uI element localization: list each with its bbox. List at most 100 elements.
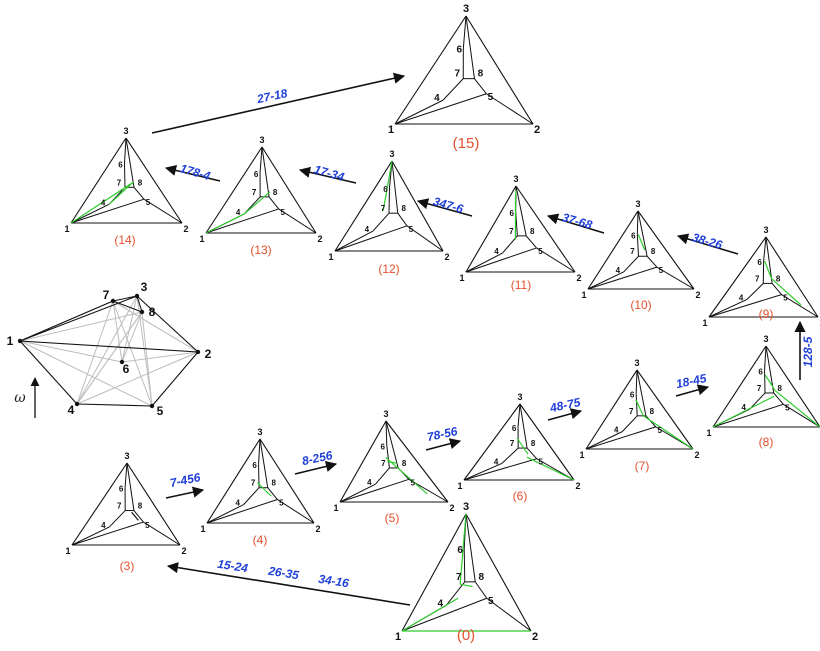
panel-edge xyxy=(463,16,466,48)
vertex-label: 8 xyxy=(530,227,535,236)
vertex-label: 4 xyxy=(494,247,499,256)
vertex-label: 7 xyxy=(117,178,122,187)
graph-edge xyxy=(20,301,113,341)
vertex-label: 3 xyxy=(763,225,768,235)
panel-edge xyxy=(464,549,465,582)
vertex-label: 5 xyxy=(538,247,543,256)
vertex-label: 8 xyxy=(778,384,783,393)
move-label: 37-68 xyxy=(560,210,594,232)
vertex-label: 8 xyxy=(138,178,143,187)
vertex-label: 2 xyxy=(695,290,700,300)
graph-vertex-label: 3 xyxy=(141,280,148,294)
panel-index: (10) xyxy=(630,298,651,312)
vertex-label: 7 xyxy=(251,479,256,488)
vertex-label: 6 xyxy=(252,461,257,470)
panel-edge xyxy=(474,79,486,94)
vertex-label: 7 xyxy=(755,274,760,283)
vertex-label: 2 xyxy=(694,450,699,460)
vertex-label: 2 xyxy=(315,524,320,534)
panel-edge xyxy=(772,283,781,294)
panel-edge xyxy=(126,138,182,223)
vertex-label: 6 xyxy=(758,367,763,376)
move-arrow: 7-456 xyxy=(166,470,203,498)
panel-index: (14) xyxy=(114,233,135,247)
vertex-label: 5 xyxy=(785,403,790,412)
vertex-label: 7 xyxy=(757,384,762,393)
panel-index: (15) xyxy=(453,135,480,152)
panel-edge xyxy=(622,416,637,432)
panel-edge xyxy=(134,187,144,199)
panel-index: (11) xyxy=(511,278,531,292)
move-arrow: 78-56 xyxy=(426,424,460,450)
panel-edge xyxy=(71,199,144,223)
vertex-label: 8 xyxy=(273,188,278,197)
vertex-label: 4 xyxy=(101,521,106,530)
vertex-label: 2 xyxy=(575,481,580,491)
graph-vertex-label: 1 xyxy=(7,334,14,348)
vertex-label: 8 xyxy=(776,274,781,283)
move-arrow-line xyxy=(166,490,203,498)
graph-edge xyxy=(20,341,77,404)
vertex-label: 8 xyxy=(138,502,143,511)
panel-edge xyxy=(624,256,639,272)
graph-vertex xyxy=(196,350,200,354)
vertex-label: 4 xyxy=(616,266,621,275)
vertex-label: 4 xyxy=(494,457,499,466)
panel-edge xyxy=(126,138,134,187)
move-arrow: 128-5 xyxy=(800,322,815,380)
panel-edge xyxy=(466,16,474,79)
vertex-label: 8 xyxy=(402,204,407,213)
vertex-label: 1 xyxy=(199,234,204,244)
vertex-label: 4 xyxy=(235,499,240,508)
panel-edge xyxy=(262,147,316,233)
panel-edge xyxy=(260,439,314,523)
vertex-label: 3 xyxy=(635,199,640,209)
panel-edge xyxy=(443,79,463,101)
move-arrow: 27-18 xyxy=(152,76,404,133)
panel-edge xyxy=(637,234,638,256)
graph-edge xyxy=(137,296,198,352)
vertex-label: 1 xyxy=(706,428,711,438)
graph-edge-gray xyxy=(113,301,122,362)
vertex-label: 8 xyxy=(478,69,484,80)
vertex-label: 6 xyxy=(512,424,517,433)
vertex-label: 4 xyxy=(365,225,370,234)
move-arrow: 178-4 xyxy=(166,161,220,183)
graph-vertex-label: 2 xyxy=(205,347,212,361)
vertex-label: 3 xyxy=(259,135,264,145)
panel-edge xyxy=(207,499,277,523)
vertex-label: 4 xyxy=(236,208,241,217)
panel-edge xyxy=(466,514,475,582)
vertex-label: 2 xyxy=(532,631,538,643)
vertex-label: 7 xyxy=(454,69,460,80)
panel-edge xyxy=(125,463,127,488)
vertex-label: 6 xyxy=(119,485,124,494)
vertex-label: 6 xyxy=(118,161,123,170)
vertex-label: 4 xyxy=(434,93,440,104)
vertex-label: 4 xyxy=(101,198,106,207)
panel-edge-special xyxy=(515,190,516,196)
move-arrow: 8-256 xyxy=(295,448,336,474)
panel-edge xyxy=(466,248,537,272)
panel-edge xyxy=(502,448,518,463)
vertex-label: 1 xyxy=(579,450,584,460)
panel-edge xyxy=(340,421,386,502)
panel-edge xyxy=(774,393,784,404)
panel-edge xyxy=(636,370,637,394)
panel-edge xyxy=(260,147,262,173)
move-label: 178-4 xyxy=(178,161,212,183)
vertex-label: 3 xyxy=(463,501,469,513)
vertex-label: 6 xyxy=(383,185,388,194)
vertex-label: 4 xyxy=(741,403,746,412)
vertex-label: 7 xyxy=(381,204,386,213)
vertex-label: 8 xyxy=(531,439,536,448)
move-arrow: 37-68 xyxy=(548,210,604,233)
